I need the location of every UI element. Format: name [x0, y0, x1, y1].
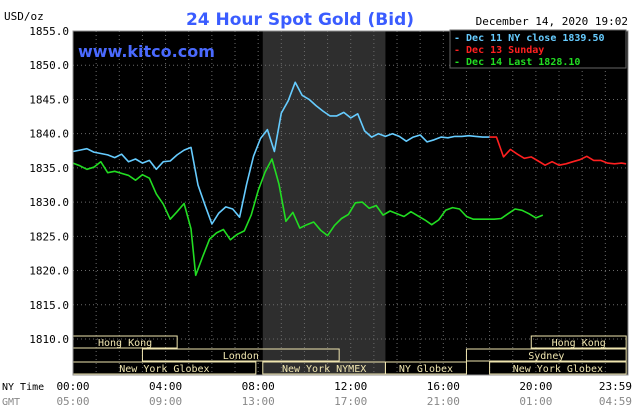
x-tick-label-ny: 23:59 [599, 380, 632, 393]
y-tick-label: 1810.0 [29, 333, 69, 346]
session-box [530, 335, 627, 349]
x-tick-label-ny: 04:00 [149, 380, 182, 393]
x-tick-label-ny: 08:00 [242, 380, 275, 393]
watermark: www.kitco.com [78, 42, 215, 61]
y-tick-label: 1840.0 [29, 128, 69, 141]
y-tick-labels: 1855.0 1850.0 1845.0 1840.0 1835.0 1830.0 1825… [29, 25, 69, 346]
y-tick-label: 1830.0 [29, 196, 69, 209]
x-tick-label-gmt: 17:00 [334, 395, 367, 408]
session-label: Hong Kong [552, 338, 606, 349]
series-lines [72, 81, 627, 277]
y-tick-label: 1835.0 [29, 162, 69, 175]
session-box [141, 348, 340, 362]
y-tick-label: 1845.0 [29, 93, 69, 106]
legend: - Dec 11 NY close 1839.50- Dec 13 Sunday… [449, 29, 627, 69]
y-tick-label: 1825.0 [29, 230, 69, 243]
session-box [384, 361, 467, 375]
session-label: NY Globex [399, 364, 453, 375]
session-label: Hong Kong [98, 338, 152, 349]
legend-box [449, 29, 627, 69]
trading-sessions: Hong Kong Hong Kong London Sydney New York G… [72, 335, 627, 375]
timestamp: December 14, 2020 19:02 [476, 15, 628, 28]
x-tick-labels: 00:00 05:00 04:00 09:00 08:00 13:00 12:00 17:00… [56, 380, 632, 408]
series-line-1 [72, 81, 490, 225]
x-tick-label-ny: 16:00 [427, 380, 460, 393]
ny-time-row-label: NY Time [2, 382, 44, 393]
series-line-3 [72, 158, 544, 277]
x-tick-label-gmt: 01:00 [519, 395, 552, 408]
y-tick-label: 1820.0 [29, 265, 69, 278]
series-line-2 [489, 136, 627, 166]
session-label: New York NYMEX [282, 364, 366, 375]
y-tick-label: 1850.0 [29, 59, 69, 72]
x-tick-label-gmt: 21:00 [427, 395, 460, 408]
legend-entry: - Dec 13 Sunday [454, 45, 544, 56]
session-label: London [223, 351, 259, 362]
plot-border [72, 30, 629, 376]
x-tick-label-gmt: 04:59 [599, 395, 632, 408]
gmt-row-label: GMT [2, 397, 20, 408]
session-label: New York Globex [513, 364, 603, 375]
session-label: New York Globex [119, 364, 209, 375]
x-tick-label-gmt: 09:00 [149, 395, 182, 408]
x-tick-label-ny: 20:00 [519, 380, 552, 393]
x-tick-label-ny: 00:00 [56, 380, 89, 393]
x-tick-label-ny: 12:00 [334, 380, 367, 393]
x-tick-label-gmt: 05:00 [56, 395, 89, 408]
gridlines [73, 30, 628, 375]
session-box [465, 348, 627, 362]
y-axis-unit: USD/oz [4, 10, 44, 23]
legend-entry: - Dec 14 Last 1828.10 [454, 57, 580, 68]
y-tick-label: 1855.0 [29, 25, 69, 38]
x-tick-label-gmt: 13:00 [242, 395, 275, 408]
session-box [489, 361, 627, 375]
session-label: Sydney [528, 351, 564, 362]
legend-entry: - Dec 11 NY close 1839.50 [454, 33, 605, 44]
chart-title: 24 Hour Spot Gold (Bid) [186, 10, 414, 30]
y-tick-label: 1815.0 [29, 299, 69, 312]
